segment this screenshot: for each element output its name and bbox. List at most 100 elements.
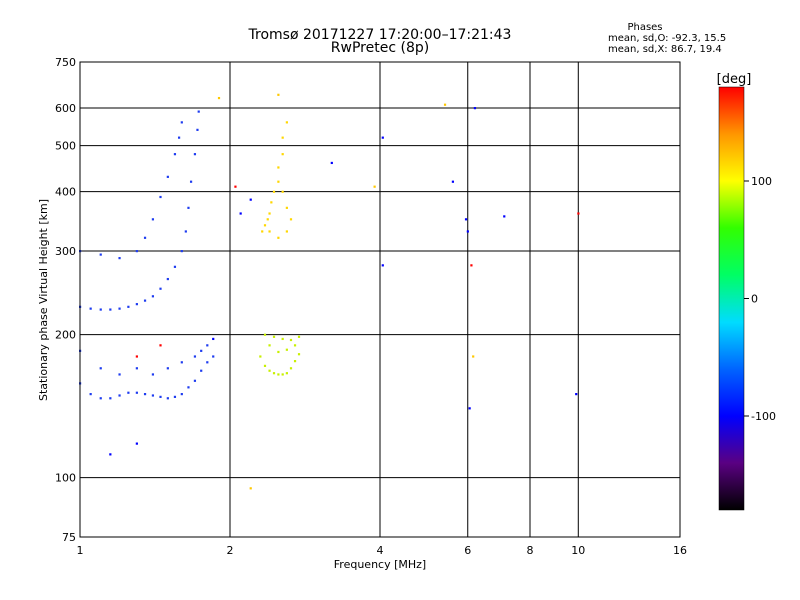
x-tick-label: 10 (571, 544, 585, 557)
data-point (293, 360, 297, 363)
data-point (575, 393, 578, 396)
y-tick-label: 75 (62, 531, 76, 544)
data-point (159, 395, 162, 398)
y-axis-label: Stationary phase Virtual Height [km] (37, 199, 50, 401)
data-point (151, 295, 155, 298)
y-tick-label: 500 (55, 140, 76, 153)
data-point (109, 453, 112, 456)
data-point (272, 335, 276, 338)
grid-lines (80, 62, 680, 537)
data-point (109, 308, 112, 311)
data-point (473, 107, 477, 110)
data-point (193, 153, 197, 156)
data-point (277, 166, 280, 169)
data-point (281, 136, 284, 139)
data-point (151, 218, 155, 221)
data-point (263, 333, 267, 336)
y-tick-label: 400 (55, 186, 76, 199)
data-point (212, 355, 215, 358)
data-point (249, 487, 252, 490)
data-points (79, 93, 580, 490)
data-point (99, 308, 102, 311)
x-tick-label: 16 (673, 544, 687, 557)
x-tick-labels: 1 2 4 6 8 10 16 (77, 544, 688, 557)
data-point (187, 206, 190, 209)
data-point (143, 393, 147, 396)
y-tick-label: 300 (55, 245, 76, 258)
data-point (281, 153, 284, 156)
data-point (166, 397, 169, 400)
data-point (166, 277, 169, 281)
data-point (239, 212, 242, 215)
data-point (293, 344, 297, 347)
data-point (277, 373, 280, 376)
data-point (173, 153, 177, 156)
data-point (118, 394, 121, 397)
colorbar-label: [deg] (717, 72, 752, 87)
data-point (277, 350, 280, 354)
data-point (259, 355, 262, 358)
phase-info-heading: Phases (627, 22, 663, 33)
data-point (118, 307, 121, 310)
data-point (159, 287, 162, 290)
data-point (135, 250, 138, 253)
data-point (99, 253, 102, 256)
data-point (263, 224, 267, 227)
data-point (159, 195, 162, 199)
colorbar-tick-label: -100 (751, 410, 776, 423)
data-point (277, 180, 280, 183)
data-point (118, 257, 121, 260)
data-point (193, 355, 197, 358)
data-point (196, 128, 199, 131)
data-point (217, 96, 221, 100)
data-point (127, 391, 130, 394)
data-point (166, 367, 169, 370)
data-point (277, 236, 280, 239)
data-point (289, 218, 293, 221)
data-point (159, 344, 162, 347)
data-point (470, 264, 473, 267)
data-point (270, 201, 273, 204)
data-point (268, 344, 271, 347)
data-point (289, 367, 293, 370)
data-point (177, 136, 181, 139)
data-point (184, 230, 187, 233)
data-point (89, 393, 92, 396)
x-tick-label: 8 (527, 544, 534, 557)
data-point (200, 349, 203, 352)
y-tick-label: 100 (55, 472, 76, 485)
data-point (268, 369, 271, 372)
data-point (297, 335, 301, 338)
data-point (297, 353, 301, 356)
data-point (381, 136, 384, 139)
data-point (577, 212, 580, 215)
data-point (135, 355, 138, 358)
phase-info-o-mode: mean, sd,O: -92.3, 15.5 (608, 33, 727, 44)
data-point (189, 180, 193, 183)
data-point (180, 393, 183, 396)
data-point (135, 367, 138, 370)
data-point (118, 373, 121, 376)
x-tick-label: 1 (77, 544, 84, 557)
x-tick-label: 2 (227, 544, 234, 557)
data-point (272, 372, 276, 375)
data-point (143, 236, 147, 239)
data-point (468, 407, 471, 410)
data-point (261, 230, 264, 233)
data-point (443, 103, 447, 106)
y-tick-label: 200 (55, 329, 76, 342)
data-point (193, 379, 197, 382)
y-tick-labels: 75 100 200 300 400 500 600 750 (55, 56, 76, 544)
data-point (200, 369, 203, 372)
data-point (268, 212, 271, 215)
data-point (151, 373, 155, 376)
data-point (277, 93, 280, 96)
data-point (249, 198, 252, 201)
chart-subtitle: RwPretec (8p) (330, 40, 430, 56)
data-point (472, 355, 475, 358)
data-point (234, 185, 237, 188)
plot-frame (79, 61, 681, 538)
data-point (268, 230, 271, 233)
x-axis-label: Frequency [MHz] (334, 558, 426, 571)
